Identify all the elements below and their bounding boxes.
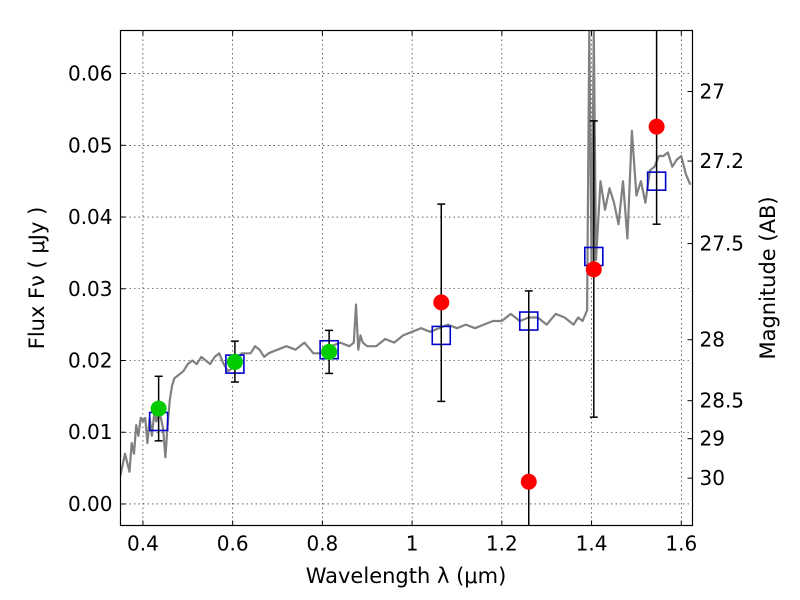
detection-point	[321, 343, 338, 360]
low-sn-point	[585, 261, 602, 278]
mag-tick-label: 27	[700, 79, 725, 103]
detection-point	[150, 400, 167, 417]
y-tick-label: 0.06	[68, 62, 113, 86]
plot-area	[120, 30, 692, 526]
mag-tick-label: 30	[700, 466, 725, 490]
x-tick-label: 1.6	[665, 532, 697, 556]
plot-frame	[119, 29, 694, 527]
spectrum-line	[120, 30, 692, 476]
y-tick-label: 0.04	[68, 205, 113, 229]
y-tick-label: 0.03	[68, 277, 113, 301]
x-tick-label: 1.4	[576, 532, 608, 556]
y-tick-label: 0.02	[68, 349, 113, 373]
x-tick-label: 1	[406, 532, 419, 556]
low-sn-point	[648, 118, 665, 135]
x-tick-label: 0.8	[306, 532, 338, 556]
mag-tick-label: 27.2	[700, 149, 745, 173]
right-axis-title: Magnitude (AB)	[756, 196, 780, 359]
y-tick-label: 0.05	[68, 133, 113, 157]
y-tick-label: 0.01	[68, 420, 113, 444]
low-sn-point	[433, 294, 450, 311]
x-axis-title: Wavelength λ (μm)	[306, 564, 507, 588]
detection-point	[226, 353, 243, 370]
x-tick-label: 0.6	[217, 532, 249, 556]
x-tick-label: 1.2	[486, 532, 518, 556]
y-tick-label: 0.00	[68, 492, 113, 516]
ticks: 0.4 0.6 0.8 1 1.2 1.4 1.6 0.00 0.01 0.02 0.03 0.04 0…	[68, 30, 745, 556]
x-tick-label: 0.4	[127, 532, 159, 556]
mag-tick-label: 28	[700, 328, 725, 352]
mag-tick-label: 29	[700, 427, 725, 451]
y-axis-title: Flux Fν ( μJy )	[25, 207, 49, 350]
mag-tick-label: 27.5	[700, 232, 745, 256]
gridlines	[120, 30, 693, 526]
low-sn-point	[520, 473, 537, 490]
mag-tick-label: 28.5	[700, 389, 745, 413]
